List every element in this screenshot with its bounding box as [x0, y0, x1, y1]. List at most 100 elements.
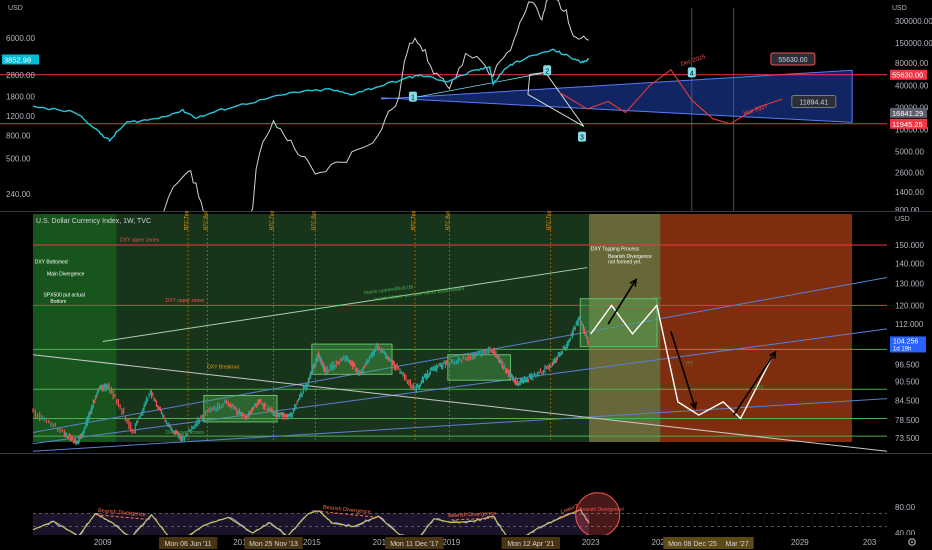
background-zone-1: [116, 214, 589, 442]
time-axis-badge-text: Mon 12 Apr '21: [507, 541, 554, 548]
dxy-close-countdown: 1d 19h: [893, 346, 911, 352]
dxy-annotation: ???: [685, 362, 694, 368]
divergence-line: [559, 509, 581, 518]
marker-4[interactable]: 4: [687, 67, 696, 78]
time-axis-tick: 2029: [791, 538, 809, 547]
time-axis-tick: 2025: [652, 538, 670, 547]
trend-line-4: [102, 267, 588, 342]
price-callout-0: 55630.00: [770, 52, 816, 66]
price-badge-1: 55630.00: [890, 69, 927, 80]
projection-arrow-1: [670, 331, 698, 411]
time-axis-badge-bg: [385, 537, 444, 549]
dxy-annotation: DXY upper zones: [165, 298, 205, 304]
time-axis-badge-bg: [663, 537, 722, 549]
right-axis-tick: 2600.00: [895, 168, 924, 177]
dxy-annotation: DXY upper zones: [120, 237, 160, 243]
price-badge-bg: [890, 107, 927, 118]
time-axis-badge: Mon 12 Apr '21: [501, 537, 560, 549]
marker-badge: [687, 67, 696, 78]
consolidation-box-2: [447, 354, 512, 381]
divergence-line: [315, 510, 379, 518]
marker-3[interactable]: 3: [578, 131, 586, 142]
left-axis-unit: USD: [8, 5, 23, 12]
price-badge-bg: [2, 54, 39, 65]
time-axis-tick: 2019: [442, 538, 460, 547]
wedge-pattern: [527, 71, 585, 127]
left-axis-tick: 800.00: [6, 132, 31, 141]
price-callout-text: 55630.00: [778, 57, 807, 64]
dxy-axis-tick: 140.000: [895, 260, 924, 269]
right-axis-tick: 10000.00: [895, 125, 929, 134]
dxy-annotation: Bottom: [50, 299, 66, 305]
price-badge-bg: [890, 118, 927, 129]
dxy-axis-tick: 120.000: [895, 301, 924, 310]
price-badge-text: 55630.00: [892, 71, 923, 80]
divergence-label: Bearish Divergence: [323, 505, 371, 516]
dxy-close-badge-bg: [890, 336, 926, 353]
dxy-annotation: DXY Breakout: [207, 365, 239, 371]
time-axis-badge: Mon 11 Dec '17: [385, 537, 444, 549]
dxy-annotation: DXY Bottomed: [35, 260, 68, 266]
dxy-annotation: ???: [755, 385, 764, 391]
price-badge-0: 3852.98: [2, 54, 39, 65]
time-axis-badge: Mon 06 Jun '11: [158, 537, 218, 549]
dxy-annotation: ???: [653, 297, 662, 303]
dxy-axis-tick: 84.500: [895, 396, 920, 405]
price-badge-text: 16841.29: [892, 109, 923, 118]
gear-icon-ring: [908, 538, 916, 546]
dxy-axis-tick: 73.500: [895, 434, 920, 443]
price-callout-1: 11894.41: [791, 95, 837, 109]
left-axis-tick: 2800.00: [6, 71, 35, 80]
settings-gear-icon[interactable]: [908, 538, 916, 546]
time-axis-badge: Mar '27: [720, 537, 754, 549]
marker-badge: [578, 131, 586, 142]
spx-price-line: [32, 48, 590, 143]
marker-number: 3: [580, 135, 584, 142]
dxy-axis-tick: 150.000: [895, 241, 924, 250]
projection-arrow-0: [607, 278, 638, 325]
price-callout-text: 11894.41: [799, 100, 828, 107]
marker-number: 4: [690, 70, 694, 77]
left-axis-tick: 240.00: [6, 190, 31, 199]
dxy-axis-tick: 112.000: [895, 320, 924, 329]
marker-2[interactable]: 2: [543, 65, 552, 76]
arrow-head: [689, 401, 698, 411]
right-axis-tick: 1400.00: [895, 188, 924, 197]
btc-cycle-label: BTC Top: [547, 210, 553, 230]
marker-1[interactable]: 1: [408, 91, 417, 102]
right-axis-unit: USD: [892, 5, 907, 12]
time-axis[interactable]: 200920132015201720192023202520272029203M…: [0, 535, 932, 550]
time-axis-badge: Mon 25 Nov '13: [244, 537, 303, 549]
projection-arrow-2: [732, 350, 777, 416]
dxy-close-value: 104.256: [893, 338, 918, 345]
bottom-panel-rsi: Bearish Divergence Bearish Divergence Bear…: [32, 492, 916, 542]
dxy-axis-unit: USD: [895, 216, 910, 223]
price-badge-text: 3852.98: [4, 55, 31, 64]
btc-cycle-label: BTC Top: [270, 210, 276, 230]
time-axis-tick: 2017: [373, 538, 391, 547]
price-badge-3: 11945.25: [890, 118, 927, 129]
left-axis-tick: 6000.00: [6, 34, 35, 43]
divergence-label: Bearish Divergence: [448, 511, 496, 519]
price-callout-box: [791, 95, 837, 109]
arrow-head: [629, 278, 638, 287]
right-axis-tick: 150000.00: [895, 39, 932, 48]
time-axis-badge-text: Mon 08 Dec '25: [668, 541, 717, 548]
time-axis-tick: 2009: [94, 538, 112, 547]
btc-cycle-label: BTC Bot: [311, 210, 317, 230]
dxy-annotation: Macro uptrend/Bull (Bl: [364, 284, 414, 296]
time-axis-tick: 2013: [233, 538, 251, 547]
divergence-label: Lower?: [560, 504, 579, 516]
left-axis-tick: 1200.00: [6, 112, 35, 121]
gear-icon-hub: [911, 541, 913, 543]
dxy-annotation: DXY Topping Process: [591, 246, 640, 252]
arrow-shaft: [670, 331, 697, 409]
dxy-annotation: Main Divergence: [47, 272, 85, 278]
marker-badge: [408, 91, 417, 102]
time-axis-badge-bg: [158, 537, 218, 549]
divergence-highlight-circle: [575, 492, 621, 538]
price-badge-text: 11945.25: [892, 120, 923, 129]
